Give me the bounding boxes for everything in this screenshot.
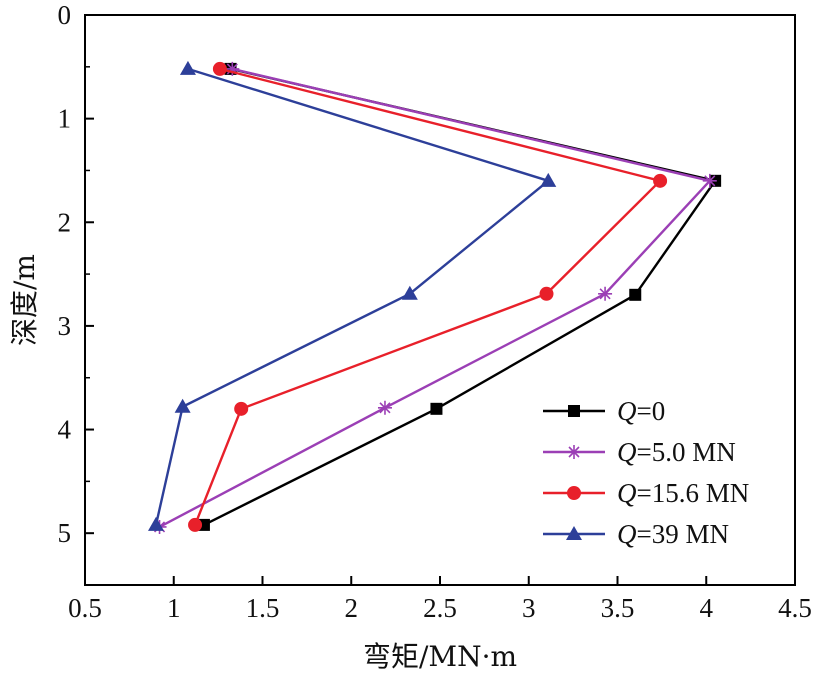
data-point (702, 173, 717, 188)
x-tick-label: 4.5 (778, 593, 812, 623)
legend-swatch-marker (567, 486, 581, 500)
x-axis-title: 弯矩/MN·m (363, 640, 517, 673)
data-point (540, 172, 557, 187)
x-tick-label: 0.5 (68, 593, 102, 623)
data-point (234, 401, 249, 416)
legend-entry: Q=5.0 MN (543, 437, 736, 467)
data-point (598, 286, 613, 301)
data-point (653, 173, 668, 188)
y-tick-label: 2 (58, 207, 72, 237)
legend-swatch-marker (568, 405, 580, 417)
legend-label: Q=15.6 MN (617, 478, 749, 508)
legend-swatch-marker (566, 526, 582, 540)
x-tick-label: 3.5 (601, 593, 635, 623)
y-tick-label: 3 (58, 311, 72, 341)
y-tick-label: 5 (58, 518, 72, 548)
legend-label: Q=39 MN (617, 519, 729, 549)
data-point (225, 61, 240, 76)
data-point (148, 516, 164, 531)
x-tick-label: 2 (345, 593, 359, 623)
data-point (539, 286, 554, 301)
series-layer (148, 60, 722, 534)
legend-swatch-marker (567, 445, 581, 459)
legend-entry: Q=0 (543, 396, 665, 426)
axis-ticks: 0.5 1 1.5 2 2.5 3 3.5 4 4.5 0 1 2 3 4 5 (58, 0, 812, 623)
legend: Q=0 Q=5.0 MN Q=15.6 MN Q=39 MN (543, 396, 749, 549)
series-2 (188, 61, 668, 532)
legend-entry: Q=15.6 MN (543, 478, 749, 508)
data-point (212, 61, 227, 76)
legend-entry: Q=39 MN (543, 519, 729, 549)
y-tick-label: 4 (58, 415, 72, 445)
series-3 (148, 60, 557, 531)
y-axis-title: 深度/m (8, 254, 41, 346)
legend-label: Q=5.0 MN (617, 437, 736, 467)
data-point (629, 288, 642, 301)
x-tick-label: 1.5 (246, 593, 280, 623)
data-point (401, 285, 418, 300)
y-tick-label: 0 (58, 0, 72, 30)
y-tick-label: 1 (58, 104, 72, 134)
x-tick-label: 1 (167, 593, 181, 623)
data-point (179, 60, 196, 75)
x-tick-label: 2.5 (423, 593, 457, 623)
data-point (377, 400, 392, 415)
data-point (174, 398, 191, 413)
x-tick-label: 3 (522, 593, 536, 623)
data-point (188, 517, 203, 532)
legend-label: Q=0 (617, 396, 665, 426)
data-point (430, 402, 443, 415)
x-tick-label: 4 (700, 593, 714, 623)
